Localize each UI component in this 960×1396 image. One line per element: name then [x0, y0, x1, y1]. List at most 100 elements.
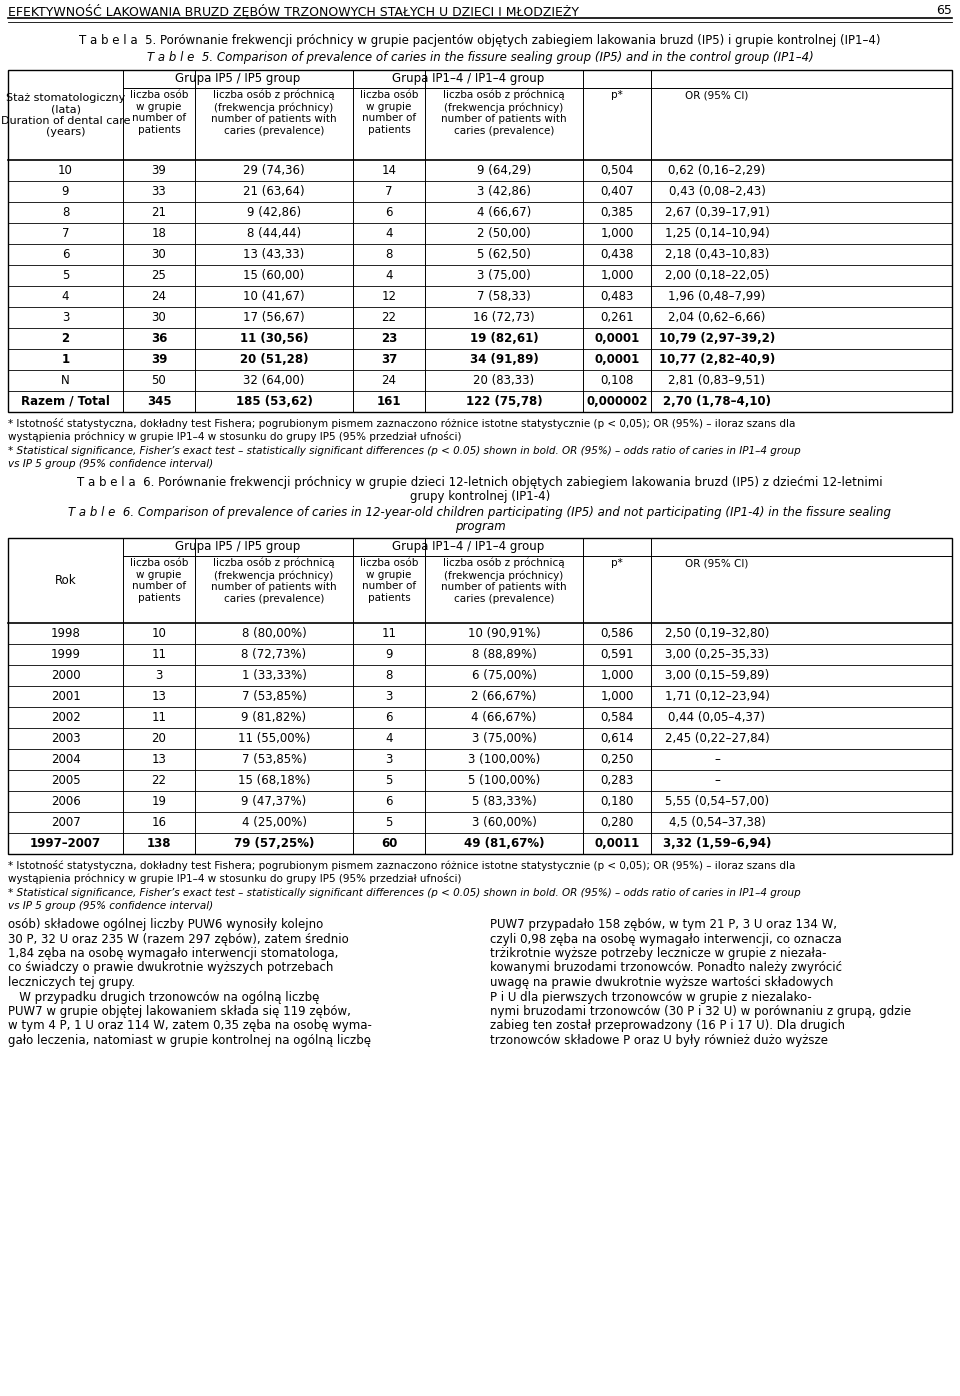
Text: osób) składowe ogólnej liczby PUW6 wynosiły kolejno: osób) składowe ogólnej liczby PUW6 wynos…	[8, 919, 324, 931]
Text: 19: 19	[152, 794, 166, 808]
Text: 5,55 (0,54–57,00): 5,55 (0,54–57,00)	[665, 794, 769, 808]
Text: 122 (75,78): 122 (75,78)	[466, 395, 542, 408]
Text: 5: 5	[385, 773, 393, 787]
Text: 6: 6	[61, 248, 69, 261]
Text: 2006: 2006	[51, 794, 81, 808]
Text: * Statistical significance, Fisher’s exact test – statistically significant diff: * Statistical significance, Fisher’s exa…	[8, 445, 801, 456]
Text: 3 (75,00%): 3 (75,00%)	[471, 732, 537, 745]
Text: 9: 9	[385, 648, 393, 660]
Text: 3,00 (0,15–59,89): 3,00 (0,15–59,89)	[665, 669, 769, 683]
Text: 50: 50	[152, 374, 166, 387]
Text: 5 (100,00%): 5 (100,00%)	[468, 773, 540, 787]
Text: 39: 39	[151, 353, 167, 366]
Text: 8 (88,89%): 8 (88,89%)	[471, 648, 537, 660]
Text: p*: p*	[612, 89, 623, 101]
Text: 3: 3	[385, 690, 393, 704]
Text: 0,62 (0,16–2,29): 0,62 (0,16–2,29)	[668, 163, 766, 177]
Text: 185 (53,62): 185 (53,62)	[235, 395, 312, 408]
Text: czyli 0,98 zęba na osobę wymagało interwencji, co oznacza: czyli 0,98 zęba na osobę wymagało interw…	[490, 933, 842, 945]
Text: * Statistical significance, Fisher’s exact test – statistically significant diff: * Statistical significance, Fisher’s exa…	[8, 888, 801, 898]
Text: grupy kontrolnej (IP1-4): grupy kontrolnej (IP1-4)	[410, 490, 550, 503]
Text: 3,32 (1,59–6,94): 3,32 (1,59–6,94)	[662, 838, 771, 850]
Text: 3: 3	[156, 669, 162, 683]
Text: Grupa IP1–4 / IP1–4 group: Grupa IP1–4 / IP1–4 group	[392, 540, 544, 553]
Text: 32 (64,00): 32 (64,00)	[243, 374, 304, 387]
Text: 4: 4	[61, 290, 69, 303]
Text: 2003: 2003	[51, 732, 81, 745]
Bar	[8, 70, 952, 412]
Text: 138: 138	[147, 838, 171, 850]
Text: liczba osób
w grupie
number of
patients: liczba osób w grupie number of patients	[360, 89, 419, 135]
Text: PUW7 przypadało 158 zębów, w tym 21 P, 3 U oraz 134 W,: PUW7 przypadało 158 zębów, w tym 21 P, 3…	[490, 919, 837, 931]
Text: 13: 13	[152, 690, 166, 704]
Text: nymi bruzodami trzonowców (30 P i 32 U) w porównaniu z grupą, gdzie: nymi bruzodami trzonowców (30 P i 32 U) …	[490, 1005, 911, 1018]
Text: 8 (72,73%): 8 (72,73%)	[241, 648, 306, 660]
Text: 10,79 (2,97–39,2): 10,79 (2,97–39,2)	[659, 332, 775, 345]
Text: 13: 13	[152, 752, 166, 766]
Text: 2002: 2002	[51, 711, 81, 725]
Text: 0,0001: 0,0001	[594, 353, 639, 366]
Text: T a b e l a  5. Porównanie frekwencji próchnicy w grupie pacjentów objętych zabi: T a b e l a 5. Porównanie frekwencji pró…	[80, 34, 880, 47]
Text: 25: 25	[152, 269, 166, 282]
Text: 2,67 (0,39–17,91): 2,67 (0,39–17,91)	[664, 207, 769, 219]
Text: 0,283: 0,283	[600, 773, 634, 787]
Text: 11: 11	[152, 648, 166, 660]
Text: 16 (72,73): 16 (72,73)	[473, 311, 535, 324]
Text: 2,50 (0,19–32,80): 2,50 (0,19–32,80)	[665, 627, 769, 639]
Text: 1,84 zęba na osobę wymagało interwencji stomatologa,: 1,84 zęba na osobę wymagało interwencji …	[8, 946, 338, 960]
Text: PUW7 w grupie objętej lakowaniem składa się 119 zębów,: PUW7 w grupie objętej lakowaniem składa …	[8, 1005, 350, 1018]
Text: 8 (44,44): 8 (44,44)	[247, 228, 301, 240]
Text: 0,407: 0,407	[600, 186, 634, 198]
Text: 10 (41,67): 10 (41,67)	[243, 290, 305, 303]
Text: liczba osób
w grupie
number of
patients: liczba osób w grupie number of patients	[130, 558, 188, 603]
Text: 7 (53,85%): 7 (53,85%)	[242, 690, 306, 704]
Text: –: –	[714, 773, 720, 787]
Text: 7 (58,33): 7 (58,33)	[477, 290, 531, 303]
Text: trżikrotnie wyższe potrzeby lecznicze w grupie z niezała-: trżikrotnie wyższe potrzeby lecznicze w …	[490, 946, 827, 960]
Text: 60: 60	[381, 838, 397, 850]
Text: 1 (33,33%): 1 (33,33%)	[242, 669, 306, 683]
Text: 17 (56,67): 17 (56,67)	[243, 311, 305, 324]
Text: 0,584: 0,584	[600, 711, 634, 725]
Text: co świadczy o prawie dwukrotnie wyższych potrzebach: co świadczy o prawie dwukrotnie wyższych…	[8, 962, 333, 974]
Text: 19 (82,61): 19 (82,61)	[469, 332, 539, 345]
Text: 1997–2007: 1997–2007	[30, 838, 101, 850]
Text: 37: 37	[381, 353, 397, 366]
Text: 0,385: 0,385	[600, 207, 634, 219]
Text: Rok: Rok	[55, 574, 76, 586]
Text: Grupa IP5 / IP5 group: Grupa IP5 / IP5 group	[176, 73, 300, 85]
Text: 2,18 (0,43–10,83): 2,18 (0,43–10,83)	[665, 248, 769, 261]
Text: 24: 24	[381, 374, 396, 387]
Text: 3 (75,00): 3 (75,00)	[477, 269, 531, 282]
Text: liczba osób
w grupie
number of
patients: liczba osób w grupie number of patients	[130, 89, 188, 135]
Text: 1,96 (0,48–7,99): 1,96 (0,48–7,99)	[668, 290, 766, 303]
Text: 0,250: 0,250	[600, 752, 634, 766]
Text: 9 (64,29): 9 (64,29)	[477, 163, 531, 177]
Text: 9 (47,37%): 9 (47,37%)	[241, 794, 306, 808]
Text: 5: 5	[61, 269, 69, 282]
Text: 4: 4	[385, 269, 393, 282]
Text: uwagę na prawie dwukrotnie wyższe wartości składowych: uwagę na prawie dwukrotnie wyższe wartoś…	[490, 976, 833, 988]
Text: 2004: 2004	[51, 752, 81, 766]
Text: 20 (83,33): 20 (83,33)	[473, 374, 535, 387]
Text: OR (95% CI): OR (95% CI)	[685, 558, 749, 568]
Text: 11 (55,00%): 11 (55,00%)	[238, 732, 310, 745]
Text: vs IP 5 group (95% confidence interval): vs IP 5 group (95% confidence interval)	[8, 459, 213, 469]
Bar	[8, 537, 952, 854]
Text: 0,000002: 0,000002	[587, 395, 648, 408]
Text: 4,5 (0,54–37,38): 4,5 (0,54–37,38)	[668, 817, 765, 829]
Text: 5: 5	[385, 817, 393, 829]
Text: 3 (60,00%): 3 (60,00%)	[471, 817, 537, 829]
Text: * Istotność statystyczna, dokładny test Fishera; pogrubionym pismem zaznaczono r: * Istotność statystyczna, dokładny test …	[8, 860, 796, 871]
Text: 11 (30,56): 11 (30,56)	[240, 332, 308, 345]
Text: 6 (75,00%): 6 (75,00%)	[471, 669, 537, 683]
Text: kowanymi bruzodami trzonowców. Ponadto należy zwyrócić: kowanymi bruzodami trzonowców. Ponadto n…	[490, 962, 842, 974]
Text: 0,0001: 0,0001	[594, 332, 639, 345]
Text: 4 (66,67%): 4 (66,67%)	[471, 711, 537, 725]
Text: program: program	[455, 519, 505, 533]
Text: wystąpienia próchnicy w grupie IP1–4 w stosunku do grupy IP5 (95% przedział ufno: wystąpienia próchnicy w grupie IP1–4 w s…	[8, 431, 462, 443]
Text: 22: 22	[152, 773, 166, 787]
Text: gało leczenia, natomiast w grupie kontrolnej na ogólną liczbę: gało leczenia, natomiast w grupie kontro…	[8, 1034, 371, 1047]
Text: 10 (90,91%): 10 (90,91%)	[468, 627, 540, 639]
Text: trzonowców składowe P oraz U były również dużo wyższe: trzonowców składowe P oraz U były równie…	[490, 1034, 828, 1047]
